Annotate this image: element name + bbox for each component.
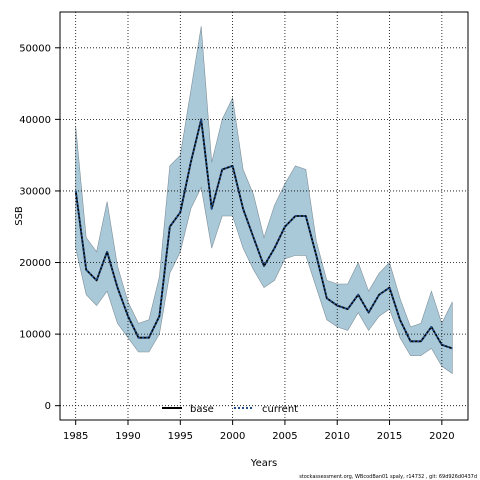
x-tick-label-1995: 1995 (168, 431, 193, 442)
x-tick-label-2015: 2015 (377, 431, 402, 442)
plot-frame (59, 11, 469, 421)
y-tick-label-30000: 30000 (19, 186, 51, 197)
y-tick-label-40000: 40000 (19, 115, 51, 126)
y-tick-label-20000: 20000 (19, 258, 51, 269)
x-tick-label-1990: 1990 (115, 431, 140, 442)
y-tick-label-0: 0 (45, 401, 51, 412)
series-line-current (74, 118, 453, 350)
legend-label-base: base (190, 404, 214, 415)
x-tick-label-2020: 2020 (429, 431, 454, 442)
y-axis-title: SSB (14, 206, 25, 226)
axis-layer: 1985 1990 1995 2000 2005 2010 2015 2020 0 10000 20… (19, 11, 469, 442)
x-tick-label-2005: 2005 (272, 431, 297, 442)
y-tick-label-10000: 10000 (19, 330, 51, 341)
legend: base current (162, 404, 298, 415)
x-tick-label-2000: 2000 (220, 431, 245, 442)
confidence-band (75, 26, 453, 375)
x-tick-label-1985: 1985 (63, 431, 88, 442)
confidence-band-layer (75, 26, 453, 375)
x-tick-label-2010: 2010 (325, 431, 350, 442)
grid-layer (60, 12, 468, 420)
series-line-layer (74, 118, 453, 350)
y-tick-label-50000: 50000 (19, 43, 51, 54)
footer-note: stockassessment.org, WBcodBan01 spaly, r… (299, 474, 477, 480)
legend-label-current: current (262, 404, 298, 415)
x-axis-title: Years (250, 458, 277, 469)
